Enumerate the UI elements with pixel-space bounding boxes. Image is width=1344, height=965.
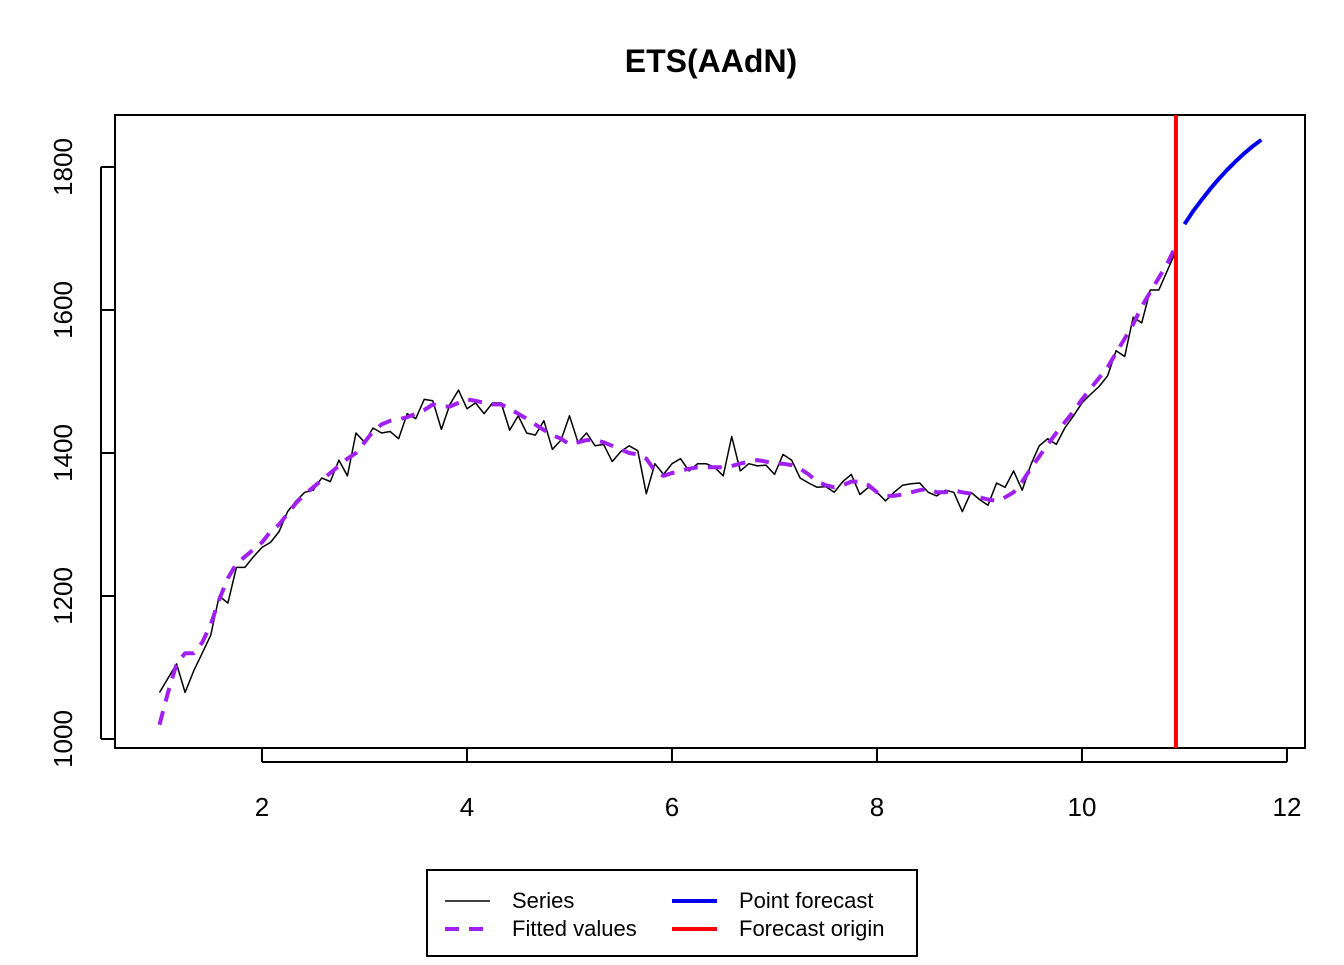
- series-line: [1182, 138, 1263, 226]
- x-tick-label: 4: [460, 792, 474, 822]
- legend-label: Fitted values: [512, 916, 637, 941]
- series-line: [157, 244, 1178, 726]
- x-tick-label: 2: [255, 792, 269, 822]
- x-tick-label: 8: [870, 792, 884, 822]
- plot-frame: [114, 114, 1306, 749]
- legend-label: Forecast origin: [739, 916, 885, 941]
- x-tick-label: 6: [665, 792, 679, 822]
- x-tick-label: 10: [1068, 792, 1097, 822]
- legend-label: Point forecast: [739, 888, 874, 913]
- legend-label: Series: [512, 888, 574, 913]
- y-tick-label: 1400: [48, 424, 78, 482]
- series-line: [158, 250, 1177, 694]
- x-tick-label: 12: [1272, 792, 1301, 822]
- y-tick-label: 1600: [48, 281, 78, 339]
- y-tick-label: 1200: [48, 567, 78, 625]
- y-tick-label: 1000: [48, 710, 78, 768]
- legend-box: [426, 869, 918, 957]
- chart-title: ETS(AAdN): [625, 43, 797, 79]
- y-tick-label: 1800: [48, 138, 78, 196]
